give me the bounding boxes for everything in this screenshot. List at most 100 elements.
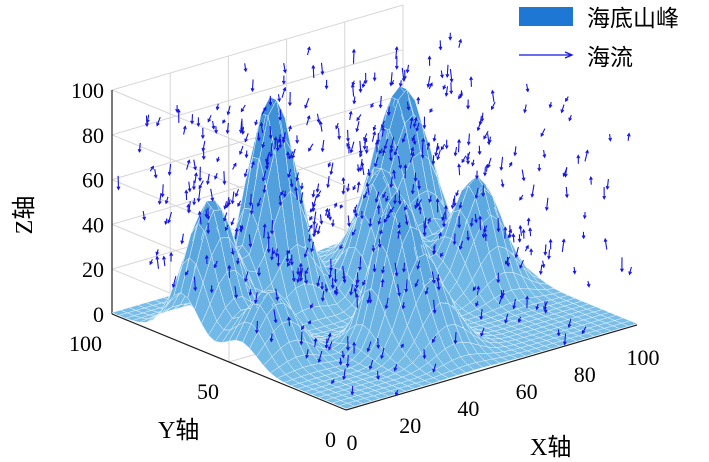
current-arrow-head (331, 380, 335, 385)
current-arrow-head (186, 159, 191, 164)
current-arrow-head (266, 249, 271, 254)
current-arrow-head (397, 200, 402, 205)
current-arrow-head (548, 104, 553, 109)
current-arrow-head (517, 238, 522, 243)
current-arrow (320, 62, 324, 75)
current-arrow (584, 150, 589, 162)
current-arrow-head (307, 320, 312, 325)
current-arrow (359, 256, 362, 270)
current-arrow-head (426, 141, 431, 146)
current-arrow-head (350, 391, 355, 396)
current-arrow-head (548, 238, 553, 243)
current-arrow (312, 65, 315, 79)
current-arrow-head (222, 119, 226, 124)
current-arrow-head (394, 65, 399, 70)
current-arrow (487, 157, 492, 168)
current-arrow-head (316, 230, 321, 235)
current-arrow (513, 299, 516, 309)
current-arrow-head (538, 270, 543, 276)
current-arrow (381, 120, 385, 128)
current-arrow-head (476, 285, 481, 290)
current-arrow-head (402, 268, 406, 273)
current-arrow (308, 143, 314, 152)
current-arrow (628, 266, 632, 275)
current-arrow-head (543, 251, 548, 256)
current-arrow-head (155, 255, 160, 260)
current-arrow (402, 133, 407, 142)
current-arrow (188, 201, 191, 213)
current-arrow-head (282, 86, 287, 91)
current-arrow (306, 115, 310, 126)
current-arrow (406, 101, 410, 110)
current-arrow-head (388, 157, 393, 162)
current-arrow-head (481, 234, 486, 239)
y-tick-label: 50 (197, 379, 219, 404)
current-arrow (604, 238, 608, 250)
current-arrow-head (479, 315, 484, 321)
x-axis-line (345, 324, 638, 411)
current-arrow-head (352, 100, 357, 105)
current-arrow-head (421, 137, 426, 142)
current-arrow (278, 134, 281, 143)
current-arrow-head (261, 144, 266, 149)
current-arrow-head (483, 135, 487, 140)
current-arrow (397, 230, 400, 239)
grid-line (111, 4, 404, 91)
current-arrow (327, 208, 331, 218)
current-arrow-head (525, 88, 530, 93)
current-arrow (300, 331, 303, 345)
current-arrow-head (537, 167, 542, 172)
current-arrow-head (364, 149, 369, 155)
current-arrow (381, 279, 384, 288)
current-arrow-head (413, 116, 418, 122)
current-arrow (359, 80, 362, 92)
current-arrow-head (184, 189, 189, 194)
current-arrow-head (415, 127, 420, 132)
current-arrow (512, 234, 515, 243)
current-arrow-head (198, 177, 202, 182)
current-arrow-head (429, 82, 433, 87)
current-arrow-head (452, 241, 457, 246)
current-arrow-head (243, 68, 248, 73)
current-arrow-head (299, 277, 303, 282)
current-arrow-head (499, 166, 504, 171)
current-arrow-head (626, 132, 631, 137)
current-arrow (411, 184, 415, 194)
current-arrow-head (383, 218, 388, 224)
current-arrow-head (368, 223, 373, 228)
current-arrow-head (472, 287, 477, 292)
current-arrow-head (478, 121, 483, 126)
current-arrow (183, 126, 186, 135)
current-arrow-head (449, 78, 454, 83)
current-arrow (453, 233, 456, 245)
current-arrow-head (458, 38, 463, 43)
current-arrow-head (305, 354, 309, 359)
current-arrow (226, 122, 229, 134)
y-tick-label: 100 (69, 331, 102, 356)
current-arrow-head (568, 117, 572, 122)
current-arrow-head (167, 171, 172, 176)
current-arrow (367, 341, 372, 352)
current-arrow-head (436, 156, 441, 161)
current-arrow-head (310, 248, 314, 253)
current-arrow-head (268, 153, 273, 158)
current-arrow-head (438, 46, 443, 51)
current-arrow-head (567, 323, 572, 329)
current-arrow (390, 136, 395, 149)
current-arrow-head (248, 292, 253, 297)
current-arrow (307, 225, 313, 232)
current-arrow (374, 156, 379, 167)
current-arrow-head (243, 173, 248, 178)
current-arrow-head (432, 309, 437, 314)
current-arrow (319, 214, 323, 224)
current-arrow (423, 349, 426, 359)
current-arrow-head (333, 279, 338, 284)
current-arrow-head (466, 141, 471, 146)
current-arrow-head (282, 136, 286, 142)
current-arrow-head (288, 155, 293, 160)
current-arrow-head (398, 83, 403, 88)
current-arrow (371, 131, 376, 142)
current-arrow (565, 186, 568, 198)
current-arrow (606, 178, 609, 189)
current-arrow (158, 192, 162, 204)
